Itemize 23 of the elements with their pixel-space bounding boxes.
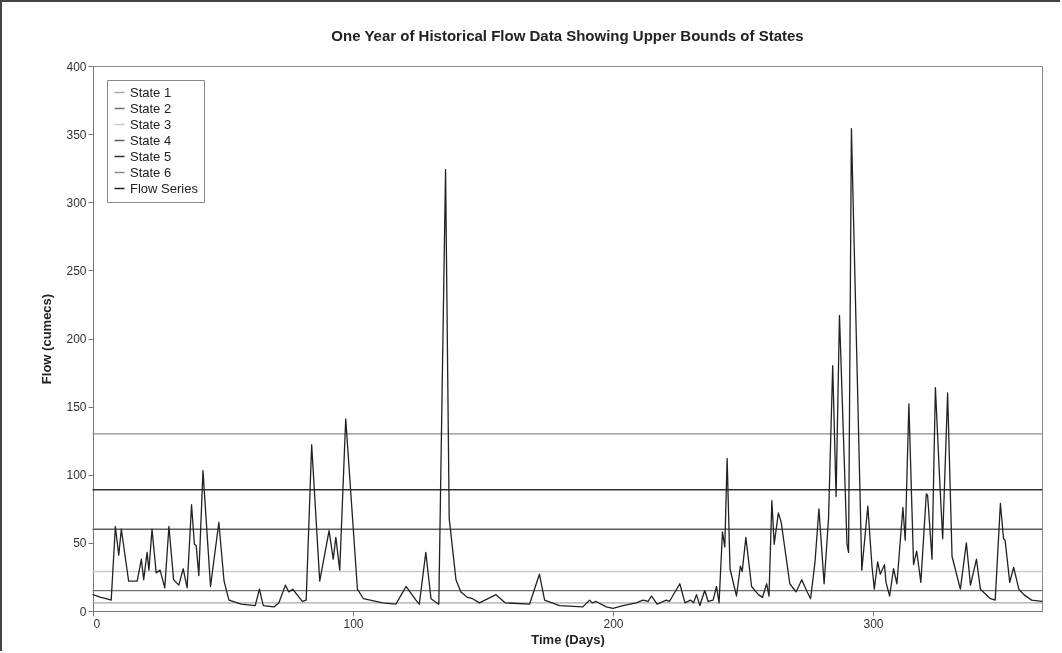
- x-tick-label: 0: [93, 616, 101, 631]
- y-tick-label: 250: [66, 263, 87, 278]
- legend-label: State 2: [130, 100, 172, 116]
- y-tick-label: 150: [66, 400, 87, 415]
- y-axis-title: Flow (cumecs): [39, 293, 55, 385]
- legend-label: State 1: [130, 84, 172, 100]
- y-tick-label: 350: [66, 127, 87, 142]
- legend-label: State 5: [130, 148, 172, 164]
- x-tick-label: 100: [343, 616, 364, 631]
- legend-label: Flow Series: [130, 180, 199, 196]
- y-tick-label: 0: [79, 604, 87, 619]
- y-tick-label: 200: [66, 332, 87, 346]
- x-axis-title: Time (Days): [531, 631, 605, 647]
- y-tick-label: 400: [66, 59, 87, 74]
- y-tick-label: 300: [66, 195, 87, 210]
- x-tick-label: 300: [863, 616, 884, 631]
- chart-title: One Year of Historical Flow Data Showing Upper Bounds of States: [331, 27, 804, 44]
- y-tick-label: 100: [66, 468, 87, 483]
- x-tick-label: 200: [603, 616, 624, 631]
- legend-label: State 3: [130, 116, 172, 132]
- y-tick-label: 50: [73, 536, 87, 551]
- legend-label: State 4: [130, 132, 172, 148]
- legend-label: State 6: [130, 164, 172, 180]
